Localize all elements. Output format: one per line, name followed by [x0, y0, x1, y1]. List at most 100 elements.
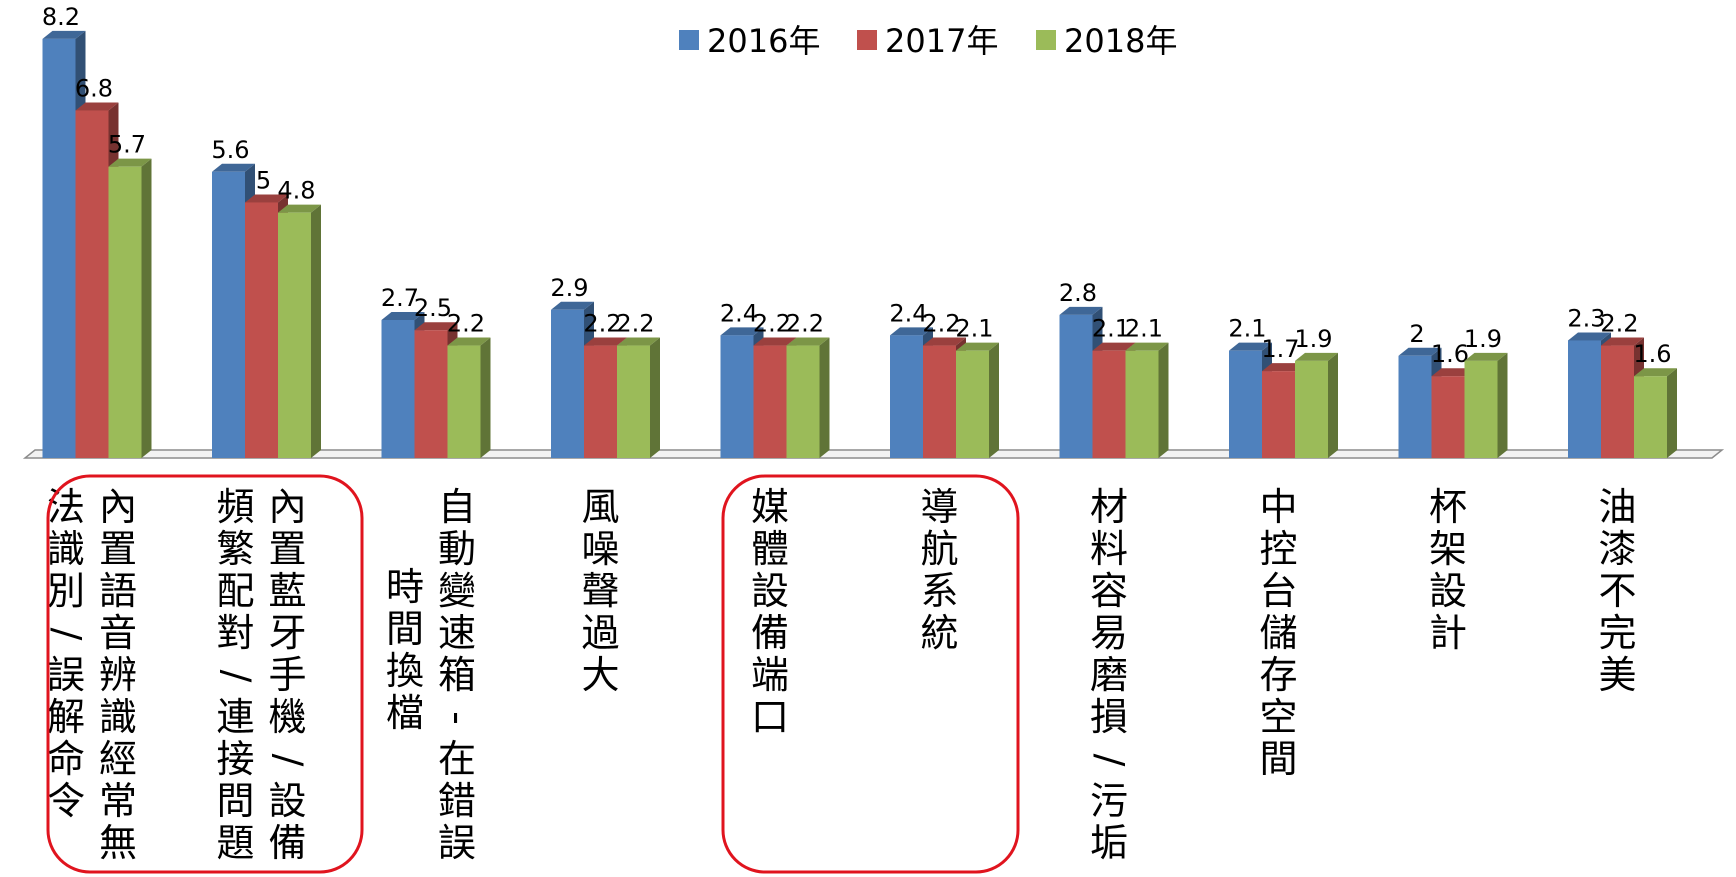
bar-top	[720, 327, 764, 336]
category-char: 繁	[216, 527, 254, 571]
bar-side	[989, 342, 999, 458]
category-char: 備	[751, 611, 789, 655]
category-char: 接	[216, 737, 254, 781]
bar-front	[447, 345, 481, 458]
category-char: -	[436, 711, 480, 725]
bar-front	[1092, 350, 1126, 458]
category-char: 命	[47, 737, 85, 781]
category-char: /	[267, 754, 311, 767]
category-char: 不	[1598, 569, 1636, 613]
category-char: 中	[1259, 485, 1297, 529]
category-char: 經	[99, 737, 137, 781]
data-label: 2.2	[583, 310, 621, 338]
category-char: 端	[751, 653, 789, 697]
bar-5-2	[956, 342, 999, 458]
bar-top	[278, 204, 321, 213]
bar-top	[1229, 342, 1272, 351]
bar-front	[278, 212, 311, 458]
category-char: 箱	[438, 653, 476, 697]
category-char: 機	[268, 695, 306, 739]
bar-side	[480, 337, 491, 458]
data-label: 2.1	[1228, 315, 1266, 343]
bar-top	[923, 337, 966, 346]
category-char: 導	[920, 485, 958, 529]
bar-top	[1464, 352, 1508, 361]
data-label: 2.1	[1125, 315, 1163, 343]
bar-front	[1295, 360, 1328, 458]
data-label: 5.7	[108, 131, 146, 159]
bar-front	[1229, 350, 1262, 458]
category-char: 材	[1090, 485, 1128, 529]
bar-1-2	[278, 204, 321, 458]
bar-0-2	[108, 158, 152, 458]
bar-side	[141, 158, 152, 458]
category-char: 噪	[581, 527, 619, 571]
data-label: 2.1	[955, 315, 993, 343]
bar-side	[311, 204, 321, 458]
data-label: 2.2	[447, 310, 485, 338]
data-label: 2.4	[889, 299, 927, 327]
category-char: 系	[920, 569, 958, 613]
bar-front	[1431, 376, 1465, 458]
category-char: 損	[1090, 695, 1128, 739]
category-char: 設	[751, 569, 789, 613]
bar-front	[1601, 345, 1634, 458]
data-label: 2.2	[616, 310, 654, 338]
data-label: 1.9	[1464, 325, 1502, 353]
bar-side	[1667, 368, 1677, 458]
category-char: 速	[438, 611, 476, 655]
bar-top	[42, 30, 86, 39]
bar-front	[42, 38, 76, 459]
category-char: 風	[581, 485, 619, 529]
data-label: 5.6	[211, 136, 249, 164]
data-label: 2	[1409, 320, 1424, 348]
bar-top	[890, 327, 933, 336]
category-char: 題	[216, 821, 254, 865]
category-char: 控	[1259, 527, 1297, 571]
bar-top	[551, 301, 594, 310]
category-char: 錯	[438, 779, 476, 823]
category-char: 設	[268, 779, 306, 823]
category-char: 連	[216, 695, 254, 739]
bar-front	[956, 350, 989, 458]
highlight-box-1	[721, 474, 1020, 874]
category-char: 媒	[751, 485, 789, 529]
category-char: 架	[1429, 527, 1467, 571]
data-label: 2.7	[381, 284, 419, 312]
category-char: 口	[751, 695, 789, 739]
category-char: 美	[1598, 653, 1636, 697]
data-label: 2.9	[550, 274, 588, 302]
bar-top	[1059, 306, 1103, 315]
bar-side	[1328, 352, 1338, 458]
legend-item-2: 2018年	[1036, 22, 1177, 60]
data-label: 5	[256, 166, 271, 194]
legend-label: 2018年	[1064, 22, 1177, 60]
bar-front	[786, 345, 820, 458]
bar-front	[212, 171, 245, 458]
category-char: 別	[47, 569, 85, 613]
category-char: 航	[920, 527, 958, 571]
bar-front	[1634, 376, 1667, 458]
category-char: 識	[99, 695, 137, 739]
category-char: 設	[1429, 569, 1467, 613]
bar-top	[1295, 352, 1338, 361]
bar-top	[75, 102, 119, 111]
bar-front	[414, 330, 448, 458]
bar-front	[923, 345, 956, 458]
legend-item-1: 2017年	[857, 22, 998, 60]
bar-side	[1497, 352, 1508, 458]
bar-top	[1431, 368, 1475, 377]
category-char: 油	[1598, 485, 1636, 529]
legend-swatch	[1036, 30, 1056, 50]
bar-9-2	[1634, 368, 1677, 458]
data-label: 2.1	[1092, 315, 1130, 343]
category-char: 識	[47, 527, 85, 571]
category-char: 計	[1429, 611, 1467, 655]
data-label: 1.7	[1261, 335, 1299, 363]
category-char: 備	[268, 821, 306, 865]
